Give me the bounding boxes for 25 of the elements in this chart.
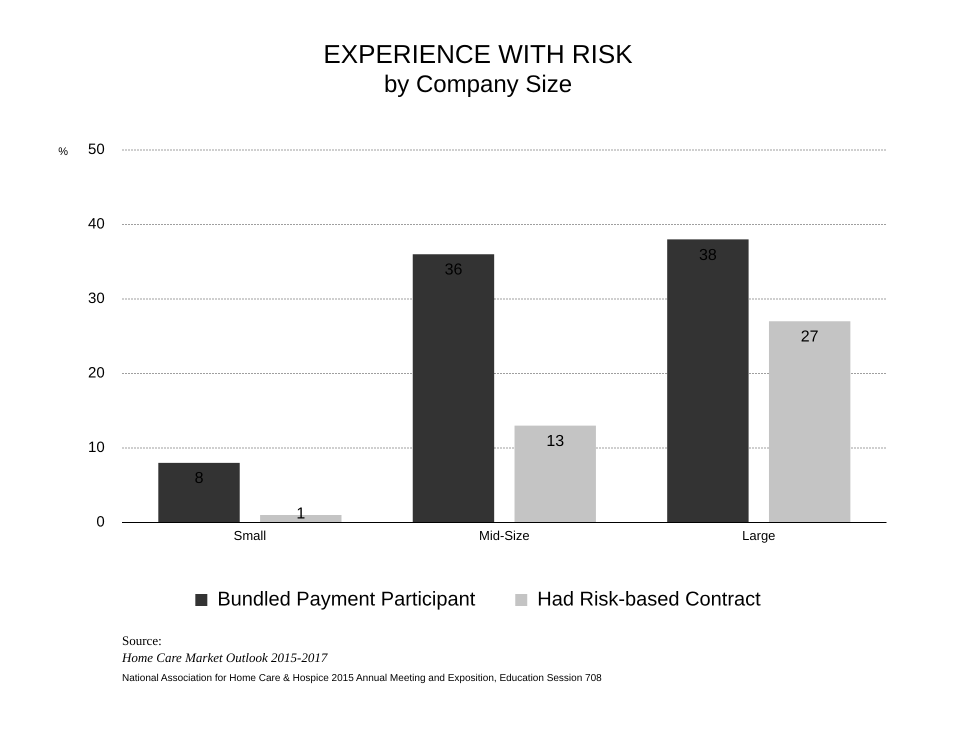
y-axis-title: % [58,146,68,158]
y-tick-label: 20 [88,364,105,382]
x-tick-label: Large [742,528,776,543]
x-tick-label: Small [234,528,266,543]
bar [158,462,240,522]
legend-label: Had Risk-based Contract [537,588,762,611]
text: Home Care Market Outlook 2015-2017 [122,649,329,666]
y-tick-label: 50 [88,141,105,158]
x-tick-label: Mid-Size [479,528,530,543]
bar [768,321,850,522]
y-tick-label: 0 [96,514,105,531]
bar [667,239,749,522]
chart-title: EXPERIENCE WITH RISK [323,38,634,69]
legend-label: Bundled Payment Participant [217,588,476,611]
text: National Association for Home Care & Hospice 2015 Annual Meeting and Exposition, Education Session 708 [122,672,602,686]
y-tick-label: 10 [88,439,105,456]
data-label: 13 [546,432,564,450]
data-label: 27 [800,328,819,346]
chart-subtitle: by Company Size [384,71,572,98]
source-note: Source: [122,632,163,649]
data-label: 1 [296,505,306,522]
y-tick-label: 40 [88,216,105,233]
y-tick-label: 30 [88,290,105,308]
bar [412,254,494,522]
bar [514,426,596,522]
